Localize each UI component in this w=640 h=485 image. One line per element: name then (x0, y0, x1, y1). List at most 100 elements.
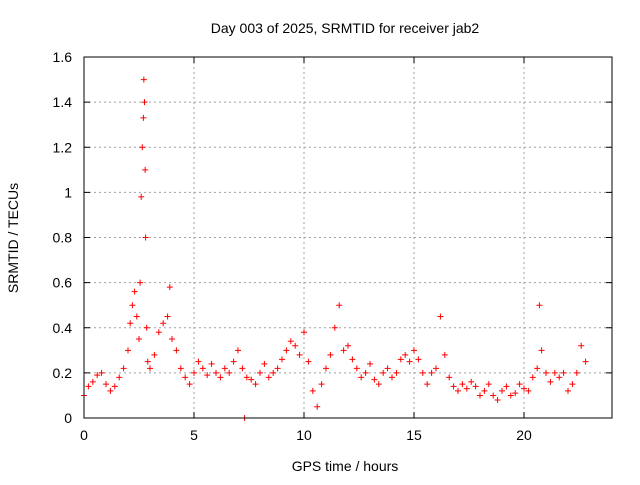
data-point (358, 374, 365, 381)
data-point (116, 374, 123, 381)
data-point (433, 365, 439, 372)
data-point (177, 365, 184, 372)
data-point (507, 392, 514, 399)
data-point (155, 329, 162, 336)
data-point (481, 387, 488, 394)
data-point (98, 369, 105, 376)
data-point (525, 387, 532, 394)
data-point (402, 351, 409, 358)
data-point (389, 374, 395, 381)
data-point (235, 347, 241, 354)
data-point (85, 383, 92, 390)
x-tick-label: 10 (296, 427, 312, 443)
data-point (375, 381, 382, 388)
data-point (221, 365, 228, 372)
data-point (94, 372, 101, 379)
data-point (499, 387, 505, 394)
data-point (204, 372, 211, 379)
data-point (459, 381, 466, 388)
data-point (529, 374, 536, 381)
data-point (186, 381, 193, 388)
y-tick-label: 0.4 (53, 320, 73, 336)
x-tick-label: 5 (190, 427, 198, 443)
data-point (455, 387, 461, 394)
data-point (397, 356, 404, 363)
data-point (441, 351, 448, 358)
data-point (107, 387, 114, 394)
data-point (213, 369, 219, 376)
data-point (140, 114, 147, 121)
data-point (406, 358, 413, 365)
data-point (127, 320, 134, 327)
data-point (450, 383, 457, 390)
data-point (147, 365, 153, 372)
data-marker-layer (81, 76, 589, 421)
data-point (419, 369, 426, 376)
data-point (336, 302, 343, 309)
plot-frame (83, 56, 613, 419)
data-point (89, 378, 96, 385)
data-point (380, 369, 387, 376)
chart-title: Day 003 of 2025, SRMTID for receiver jab… (211, 20, 480, 36)
data-point (305, 358, 312, 365)
data-point (367, 360, 373, 367)
data-point (125, 347, 131, 354)
data-point (182, 374, 189, 381)
y-tick-label: 0.8 (53, 230, 73, 246)
data-point (331, 324, 338, 331)
data-point (243, 374, 250, 381)
data-point (279, 356, 285, 363)
data-point (521, 385, 527, 392)
tick-label-layer: 0 5 10 15 20 0 0.2 0.4 0.6 0.8 1 1.2 1.4 1.6 (53, 49, 532, 443)
data-point (138, 193, 145, 200)
y-tick-label: 1.4 (53, 94, 73, 110)
data-point (556, 374, 563, 381)
data-point (463, 385, 470, 392)
data-point (111, 383, 118, 390)
data-point (538, 347, 545, 354)
y-tick-label: 0.2 (53, 365, 73, 381)
data-point (345, 342, 351, 349)
y-tick-label: 1.6 (53, 49, 73, 65)
data-point (137, 279, 144, 286)
grid-layer (84, 57, 612, 418)
data-point (143, 324, 150, 331)
data-point (349, 356, 356, 363)
data-point (428, 369, 435, 376)
x-axis-label: GPS time / hours (292, 458, 399, 474)
data-point (318, 381, 325, 388)
data-point (547, 378, 554, 385)
data-point (301, 329, 307, 336)
data-point (136, 336, 142, 343)
data-point (133, 313, 140, 320)
data-point (485, 381, 492, 388)
y-tick-label: 1 (64, 184, 72, 200)
data-point (270, 369, 277, 376)
y-tick-label: 1.2 (53, 139, 73, 155)
data-point (472, 383, 479, 390)
data-point (283, 347, 290, 354)
data-point (261, 360, 268, 367)
data-point (142, 234, 149, 241)
y-axis-label: SRMTID / TECUs (5, 183, 21, 293)
data-point (362, 369, 369, 376)
data-point (265, 374, 272, 381)
data-point (169, 336, 175, 343)
data-point (129, 302, 136, 309)
data-point (424, 381, 431, 388)
data-point (257, 369, 263, 376)
data-point (543, 369, 549, 376)
data-point (494, 396, 501, 403)
data-point (565, 387, 571, 394)
data-point (199, 365, 206, 372)
data-point (195, 358, 202, 365)
data-point (534, 365, 541, 372)
data-point (173, 347, 180, 354)
data-point (551, 369, 558, 376)
data-point (164, 313, 171, 320)
x-tick-label: 0 (80, 427, 88, 443)
data-point (144, 358, 151, 365)
data-point (239, 365, 246, 372)
data-point (503, 383, 510, 390)
